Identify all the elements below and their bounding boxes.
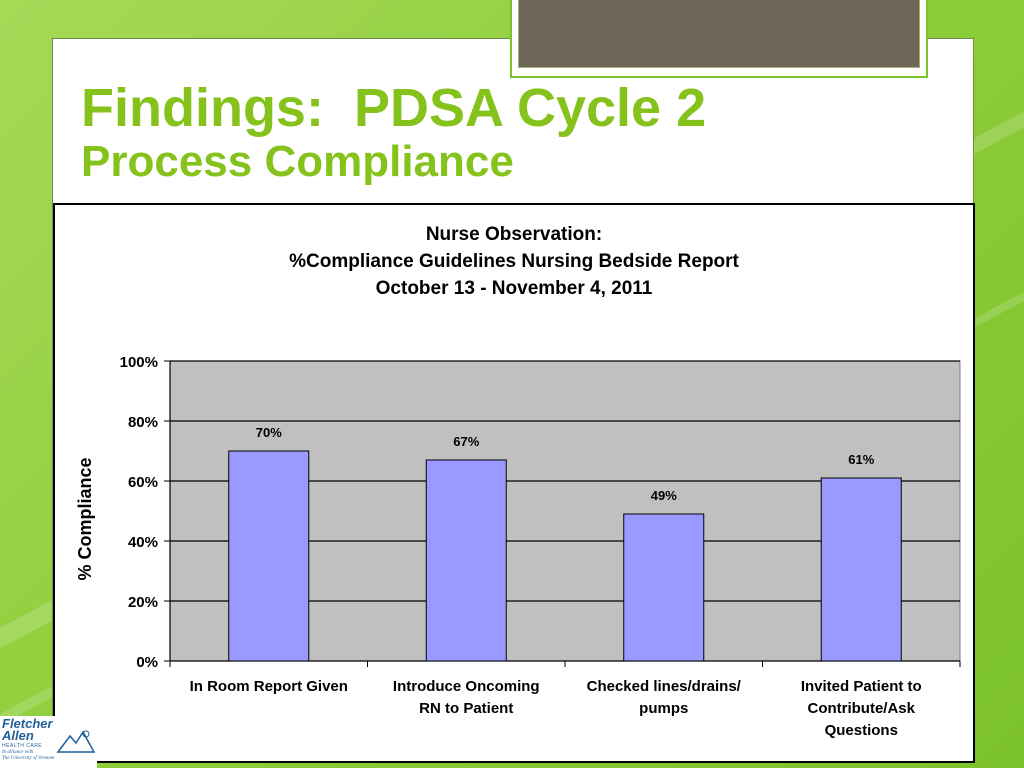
x-category-label: Questions (825, 722, 898, 739)
logo-brand-line2: Allen (2, 728, 34, 743)
data-label: 61% (848, 452, 874, 467)
chart-title-line3: October 13 - November 4, 2011 (375, 278, 653, 299)
bar-chart: 0% 20% 40% 60% 80% 100% 70% In Room Report Give… (75, 354, 961, 739)
bar (228, 450, 310, 662)
x-category-label: Introduce Oncoming (393, 678, 540, 695)
slide-title-line1: Findings: PDSA Cycle 2 (81, 78, 707, 138)
mountain-logo-icon (56, 730, 96, 753)
slide-title-line2: Process Compliance (81, 136, 514, 186)
y-tick-label: 40% (128, 534, 158, 551)
x-category-label: Checked lines/drains/ (587, 678, 742, 695)
fletcher-allen-logo: Fletcher Allen HEALTH CARE In alliance w… (0, 716, 97, 768)
x-category-label: pumps (639, 700, 688, 717)
chart-title-line2: %Compliance Guidelines Nursing Bedside R… (289, 251, 739, 272)
chart-title: Nurse Observation: %Compliance Guideline… (55, 221, 973, 302)
chart-frame: Nurse Observation: %Compliance Guideline… (53, 203, 975, 763)
y-axis-title: % Compliance (75, 457, 95, 580)
data-label: 49% (651, 488, 677, 503)
y-tick-label: 80% (128, 414, 158, 431)
logo-sub: HEALTH CARE (2, 743, 43, 749)
y-tick-label: 20% (128, 594, 158, 611)
logo-tag-line1: In alliance with (2, 750, 34, 755)
x-category-label: Invited Patient to (801, 678, 922, 695)
slide-title: Findings: PDSA Cycle 2 Process Complianc… (81, 80, 706, 185)
logo-brand: Fletcher Allen (2, 716, 53, 743)
logo-brand-line1: Fletcher (2, 716, 53, 731)
y-tick-label: 100% (120, 354, 158, 371)
bar (425, 459, 507, 662)
y-tick-label: 0% (136, 654, 158, 671)
data-label: 70% (256, 425, 282, 440)
decorative-header-fill (518, 0, 920, 68)
x-category-label: RN to Patient (419, 700, 513, 717)
data-label: 67% (453, 434, 479, 449)
x-category-label: Contribute/Ask (807, 700, 915, 717)
logo-tag-line2: The University of Vermont (2, 756, 55, 761)
logo-tagline: In alliance with The University of Vermo… (2, 750, 55, 762)
chart-title-line1: Nurse Observation: (425, 224, 603, 245)
y-tick-label: 60% (128, 474, 158, 491)
x-category-label: In Room Report Given (190, 678, 348, 695)
decorative-header-box (510, 0, 928, 78)
bar (820, 477, 902, 662)
bar (623, 513, 705, 662)
